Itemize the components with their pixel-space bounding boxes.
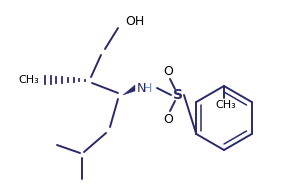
Text: OH: OH bbox=[125, 15, 144, 28]
Text: O: O bbox=[163, 112, 173, 125]
Text: H: H bbox=[142, 82, 152, 95]
Text: CH₃: CH₃ bbox=[216, 100, 236, 110]
Text: N: N bbox=[136, 82, 146, 95]
Text: S: S bbox=[173, 88, 183, 102]
Polygon shape bbox=[123, 85, 135, 95]
Text: CH₃: CH₃ bbox=[18, 75, 39, 85]
Text: O: O bbox=[163, 65, 173, 78]
